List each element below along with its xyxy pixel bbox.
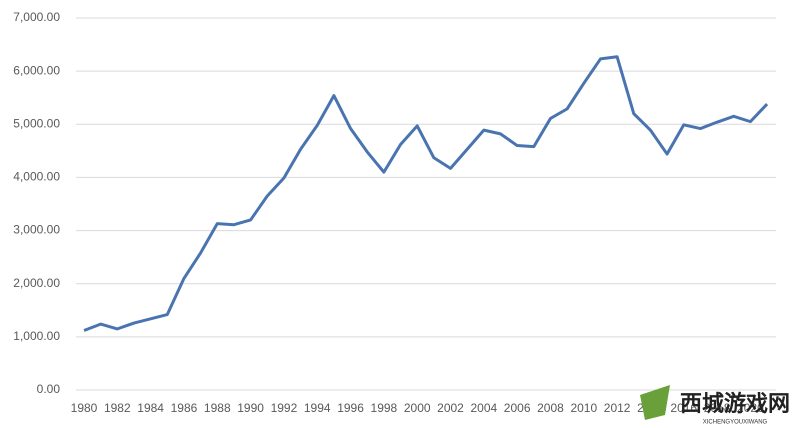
x-tick-label: 2012 [604,401,631,415]
x-tick-label: 1992 [271,401,298,415]
x-tick-label: 2004 [470,401,497,415]
x-tick-label: 1984 [137,401,164,415]
watermark-title: 西城游戏网 [680,391,790,416]
y-tick-label: 3,000.00 [13,223,60,237]
y-tick-label: 4,000.00 [13,170,60,184]
x-tick-label: 1988 [204,401,231,415]
watermark: 西城游戏网 XICHENGYOUXIWANG [640,385,790,426]
line [83,55,769,332]
x-tick-label: 2006 [504,401,531,415]
x-tick-label: 1986 [171,401,198,415]
y-tick-label: 5,000.00 [13,116,60,130]
x-tick-label: 1980 [71,401,98,415]
y-tick-label: 2,000.00 [13,276,60,290]
x-tick-label: 2020 [737,401,764,415]
x-tick-label: 2018 [704,401,731,415]
x-tick-label: 2000 [404,401,431,415]
x-tick-label: 1982 [104,401,131,415]
watermark-subtitle: XICHENGYOUXIWANG [703,420,768,426]
x-tick-label: 1994 [304,401,331,415]
x-tick-label: 2016 [670,401,697,415]
y-tick-label: 1,000.00 [13,329,60,343]
x-tick-label: 1990 [237,401,264,415]
x-tick-label: 2008 [537,401,564,415]
y-tick-label: 0.00 [37,382,61,396]
watermark-logo [640,385,670,420]
x-tick-label: 2010 [570,401,597,415]
y-tick-label: 7,000.00 [13,10,60,24]
x-tick-label: 1996 [337,401,364,415]
x-tick-label: 2002 [437,401,464,415]
y-tick-label: 6,000.00 [13,63,60,77]
x-tick-label: 1998 [371,401,398,415]
